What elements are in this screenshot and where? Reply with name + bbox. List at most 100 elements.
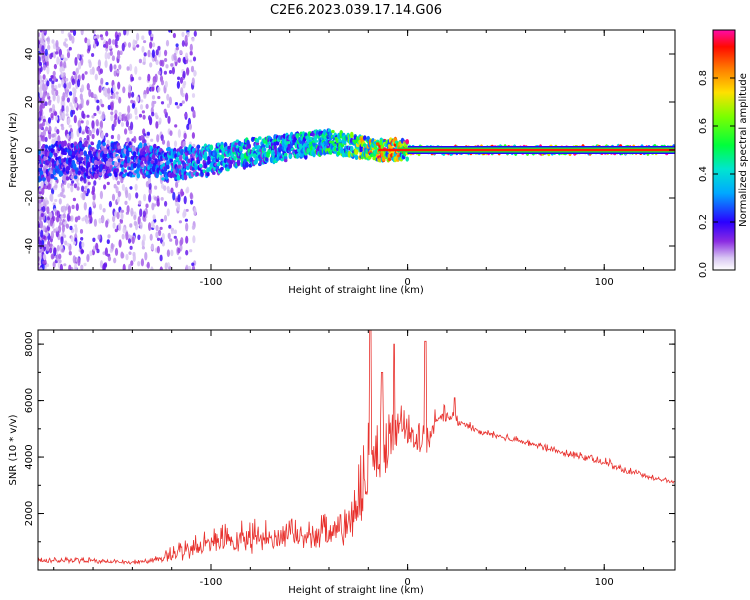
spectrogram-cell: [118, 239, 122, 248]
spectrogram-cell: [38, 61, 43, 67]
spectrogram-cell: [106, 181, 110, 186]
spectrogram-cell: [66, 213, 70, 222]
spectrogram-cell: [353, 135, 358, 141]
spectrogram-cell: [185, 264, 189, 270]
spectrogram-cell: [209, 144, 214, 151]
spectrogram-cell: [52, 94, 56, 102]
spectrogram-cell: [354, 154, 359, 160]
spectrogram-cell: [38, 32, 41, 37]
spectrogram-cell: [68, 46, 72, 51]
spectrogram-cell: [42, 30, 46, 33]
spectrogram-cell: [97, 234, 101, 240]
spectrogram-cell: [170, 187, 174, 194]
spectrogram-cell: [38, 149, 41, 155]
spectrogram-cell: [51, 39, 55, 44]
spectrogram-cell: [73, 183, 77, 189]
spectrogram-cell: [163, 185, 167, 192]
spectrogram-cell: [42, 118, 46, 123]
spectrogram-cell: [114, 109, 118, 115]
spectrogram-cell: [52, 261, 56, 268]
spectrogram-cell: [81, 185, 85, 192]
spectrogram-cell: [189, 59, 193, 63]
spectrogram-cell: [103, 147, 107, 155]
spectrogram-cell: [187, 265, 192, 270]
spectrogram-cell: [126, 112, 131, 121]
spectrogram-cell: [39, 92, 43, 99]
spectrogram-cell: [203, 151, 208, 159]
spectrogram-cell: [108, 200, 112, 208]
spectrogram-cell: [51, 83, 55, 91]
spectrogram-cell: [54, 181, 58, 191]
spectrogram-cell: [51, 138, 55, 146]
spectrogram-cell: [182, 211, 186, 219]
spectrogram-cell: [109, 63, 113, 73]
spectrogram-cell: [154, 196, 158, 201]
spectrogram-cell: [178, 154, 183, 162]
spectrogram-cell: [42, 235, 46, 240]
spectrogram-cell: [86, 163, 91, 168]
spectrogram-cell: [96, 128, 100, 136]
spectrogram-cell: [38, 200, 42, 204]
spectrogram-cell: [57, 83, 62, 88]
spectrogram-cell: [160, 134, 164, 142]
spectrogram-cell: [145, 203, 149, 209]
spectrogram-cell: [65, 89, 69, 98]
spectrogram-cell: [57, 58, 62, 63]
spectrogram-cell: [139, 221, 143, 230]
spectrogram-cell: [255, 142, 260, 146]
spectrogram-cell: [46, 80, 50, 87]
spectrogram-cell: [122, 86, 126, 94]
spectrogram-cell: [41, 137, 46, 142]
spectrogram-cell: [153, 218, 157, 223]
spectrogram-cell: [85, 125, 89, 134]
spectrogram-cell: [288, 154, 293, 159]
spectrogram-cell: [135, 115, 139, 120]
spectrogram-cell: [157, 95, 161, 100]
spectrogram-cell: [75, 68, 79, 75]
spectrogram-cell: [70, 175, 74, 180]
spectrogram-cell: [106, 239, 110, 245]
spectrogram-cell: [180, 149, 184, 156]
spectrogram-cell: [47, 216, 51, 221]
spectrogram-cell: [53, 152, 58, 158]
spectrogram-cell: [51, 133, 55, 138]
spectrogram-cell: [63, 83, 67, 89]
spectrogram-cell: [149, 233, 153, 241]
spectrogram-cell: [157, 121, 162, 125]
spectrogram-cell: [175, 181, 179, 188]
spectrogram-cell: [69, 91, 73, 96]
spectrogram-cell: [186, 165, 190, 170]
spectrogram-cell: [82, 191, 86, 201]
spectrogram-cell: [127, 157, 131, 161]
spectrogram-cell: [265, 156, 269, 162]
y-tick-label: 6000: [24, 388, 35, 413]
spectrogram-cell: [185, 52, 189, 61]
spectrogram-cell: [88, 206, 92, 216]
spectrogram-cell: [350, 131, 354, 139]
spectrogram-cell: [96, 99, 100, 104]
spectrogram-cell: [295, 153, 300, 159]
spectrogram-cell: [124, 200, 128, 205]
spectrogram-cell: [38, 191, 42, 195]
spectrogram-cell: [146, 86, 150, 95]
spectrogram-cell: [138, 142, 143, 150]
spectrogram-cell: [77, 257, 81, 266]
spectrogram-cell: [283, 152, 288, 157]
spectrogram-cell: [105, 30, 109, 37]
spectrogram-cell: [138, 58, 142, 64]
spectrogram-cell: [173, 235, 177, 239]
spectrogram-cell: [144, 251, 148, 261]
spectrogram-axes: -100 0 100 -40 -20 0 20 40: [24, 30, 675, 288]
spectrogram-cell: [117, 145, 122, 149]
spectrogram-cell: [50, 75, 54, 79]
spectrogram-cell: [68, 81, 72, 89]
spectrogram-cell: [61, 110, 66, 120]
spectrogram-cell: [169, 238, 173, 242]
spectrogram-cell: [93, 180, 97, 186]
spectrogram-cell: [55, 227, 59, 232]
spectrogram-cell: [111, 193, 116, 201]
spectrogram-cell: [159, 59, 163, 67]
spectrogram-cell: [71, 78, 75, 86]
spectrogram-cell: [153, 100, 157, 104]
spectrogram-cell: [136, 32, 140, 42]
